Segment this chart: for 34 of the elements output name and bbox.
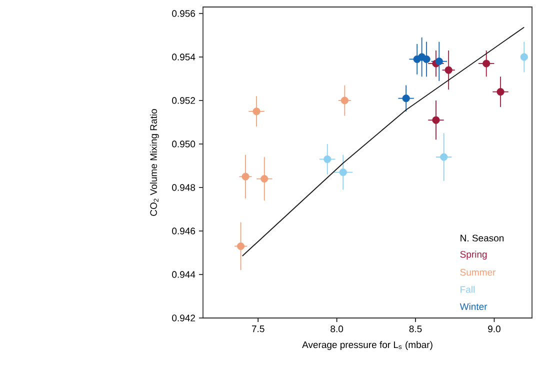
point (340, 96, 348, 104)
point (440, 153, 448, 161)
y-tick-label: 0.956 (172, 10, 196, 17)
text: Summer (460, 268, 496, 276)
x-tick-label: 8.5 (409, 326, 422, 332)
y-tick-label: 0.954 (172, 54, 196, 60)
point (242, 172, 250, 180)
point (444, 66, 452, 74)
legend-title: N. Season (460, 234, 504, 242)
text: Spring (460, 250, 487, 260)
x-axis-title: Average pressure for L$_{s}$ (mbar) (302, 341, 432, 350)
point (236, 242, 245, 250)
point (324, 155, 332, 164)
point (482, 60, 490, 68)
y-tick-label: 0.952 (172, 97, 195, 104)
y-tick-label: 0.946 (172, 228, 196, 234)
point (402, 94, 410, 102)
x-tick-label: 9.0 (488, 326, 500, 332)
point (260, 175, 268, 183)
x-tick-label: 8.0 (330, 326, 344, 332)
point (496, 88, 504, 96)
text: Winter (460, 303, 488, 310)
point (422, 55, 430, 63)
y-tick-label: 0.944 (172, 271, 196, 278)
point (252, 108, 260, 116)
y-tick-label: 0.948 (172, 184, 196, 191)
point (432, 116, 440, 124)
x-tick-label: 7.5 (252, 326, 264, 332)
y-tick-label: 0.950 (172, 140, 196, 148)
y-tick-label: 0.942 (172, 314, 195, 322)
point (339, 168, 347, 176)
text: Fall (460, 286, 474, 293)
y-axis-title: CO$_{2}$ Volume Mixing Ratio (150, 109, 159, 216)
point (520, 53, 528, 61)
